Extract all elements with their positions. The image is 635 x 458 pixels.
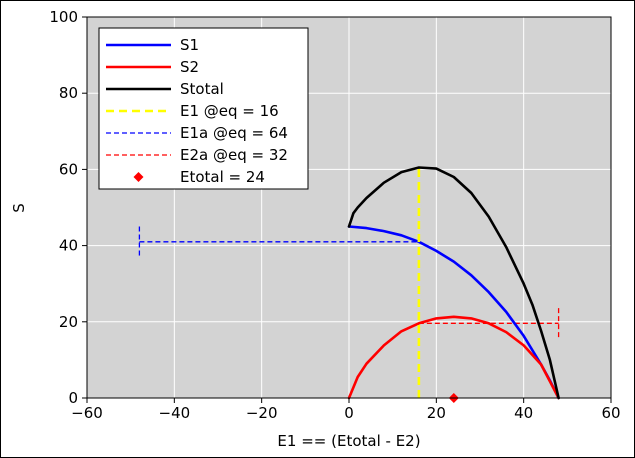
legend: S1 S2 Stotal E1 @eq = 16 E1a @eq = 64 E2a @eq… xyxy=(98,27,309,190)
legend-label: E1 @eq = 16 xyxy=(180,102,279,120)
legend-swatch xyxy=(133,172,144,182)
y-tick-label: 20 xyxy=(59,313,78,331)
x-tick-label: 0 xyxy=(344,404,354,422)
y-axis-label: S xyxy=(10,203,28,213)
y-tick-label: 60 xyxy=(59,160,78,178)
x-axis-label: E1 == (Etotal - E2) xyxy=(277,432,420,450)
x-tick-label: −40 xyxy=(159,404,191,422)
series-lines xyxy=(347,166,560,400)
y-tick-label: 0 xyxy=(68,389,78,407)
x-tick-label: 60 xyxy=(601,404,620,422)
legend-label: E2a @eq = 32 xyxy=(180,146,288,164)
legend-label: S1 xyxy=(180,36,199,54)
y-tick-label: 40 xyxy=(59,237,78,255)
x-tick-label: −60 xyxy=(71,404,103,422)
legend-label: S2 xyxy=(180,58,199,76)
legend-box xyxy=(98,27,309,190)
legend-label: Stotal xyxy=(180,80,224,98)
y-tick-label: 80 xyxy=(59,84,78,102)
gridlines xyxy=(87,17,611,398)
x-tick-label: 20 xyxy=(427,404,446,422)
annotations xyxy=(138,226,560,339)
x-tick-label: −20 xyxy=(246,404,278,422)
legend-label: Etotal = 24 xyxy=(180,168,265,186)
y-tick-label: 100 xyxy=(49,8,78,26)
series-line-stotal xyxy=(347,166,560,400)
series-line-s2 xyxy=(347,315,560,400)
axis-ticks: −60 −40 −20 0 20 40 60 0 20 40 60 80 100 xyxy=(49,8,620,422)
x-tick-label: 40 xyxy=(514,404,533,422)
legend-label: E1a @eq = 64 xyxy=(180,124,288,142)
